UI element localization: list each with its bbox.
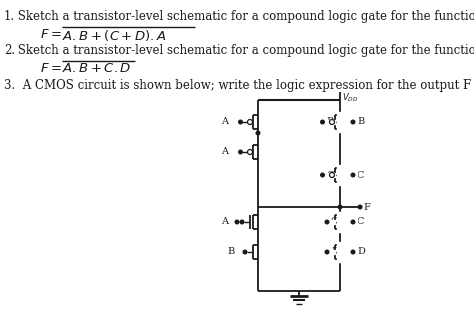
Circle shape — [338, 205, 342, 209]
Bar — [337, 212, 357, 232]
Bar — [323, 250, 335, 254]
Text: Sketch a transistor-level schematic for a compound logic gate for the function:: Sketch a transistor-level schematic for … — [14, 10, 474, 23]
Text: C: C — [331, 217, 338, 226]
Circle shape — [358, 205, 362, 209]
Bar — [323, 120, 335, 124]
Text: C: C — [327, 170, 334, 179]
Circle shape — [243, 250, 247, 254]
Circle shape — [351, 173, 355, 177]
Text: C: C — [357, 217, 365, 226]
Text: $V_{DD}$: $V_{DD}$ — [342, 92, 358, 104]
Text: $\mathit{F} = $: $\mathit{F} = $ — [40, 62, 62, 75]
Circle shape — [351, 250, 355, 254]
Bar — [337, 165, 357, 185]
Text: A: A — [221, 147, 228, 156]
Text: C: C — [357, 170, 365, 179]
Text: D: D — [357, 248, 365, 257]
Text: D: D — [331, 248, 339, 257]
Text: 1.: 1. — [4, 10, 15, 23]
Circle shape — [351, 120, 355, 124]
Text: B: B — [228, 248, 235, 257]
Text: B: B — [357, 118, 364, 127]
Circle shape — [240, 220, 244, 224]
Text: B: B — [327, 118, 334, 127]
Text: A: A — [221, 118, 228, 127]
Text: 2.: 2. — [4, 44, 15, 57]
Circle shape — [239, 120, 242, 124]
Circle shape — [239, 150, 242, 154]
Circle shape — [321, 173, 324, 177]
Text: $\mathit{A.B + (C + D).A}$: $\mathit{A.B + (C + D).A}$ — [62, 28, 167, 43]
Text: $\mathit{A.B + C.D}$: $\mathit{A.B + C.D}$ — [62, 62, 131, 75]
Circle shape — [325, 250, 329, 254]
Text: 3.  A CMOS circuit is shown below; write the logic expression for the output F: 3. A CMOS circuit is shown below; write … — [4, 79, 471, 92]
Text: F: F — [363, 202, 370, 211]
Circle shape — [256, 131, 260, 135]
Bar — [323, 220, 335, 224]
Bar — [323, 173, 335, 177]
Bar — [337, 242, 357, 262]
Circle shape — [321, 120, 324, 124]
Circle shape — [235, 220, 239, 224]
Text: A: A — [221, 217, 228, 226]
Circle shape — [325, 220, 329, 224]
Text: $\mathit{F} = $: $\mathit{F} = $ — [40, 28, 62, 41]
Text: Sketch a transistor-level schematic for a compound logic gate for the function:: Sketch a transistor-level schematic for … — [14, 44, 474, 57]
Circle shape — [351, 220, 355, 224]
Bar — [337, 112, 357, 132]
